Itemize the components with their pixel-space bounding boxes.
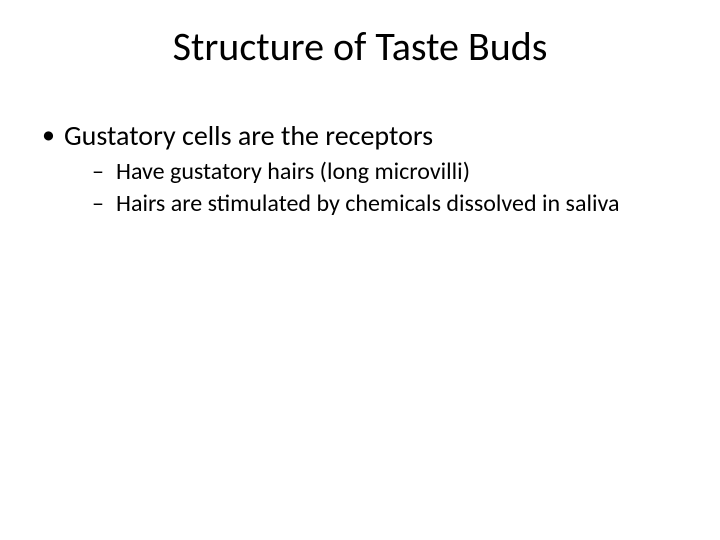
bullet-list-level2: Have gustatory hairs (long microvilli) H… xyxy=(64,157,682,219)
slide: Structure of Taste Buds Gustatory cells … xyxy=(0,0,720,540)
list-item-text: Have gustatory hairs (long microvilli) xyxy=(116,157,470,186)
list-item: Gustatory cells are the receptors Have g… xyxy=(38,118,682,219)
list-item-text: Gustatory cells are the receptors xyxy=(64,118,433,153)
bullet-list-level1: Gustatory cells are the receptors Have g… xyxy=(38,118,682,219)
list-item-text: Hairs are stimulated by chemicals dissol… xyxy=(116,189,619,218)
slide-title: Structure of Taste Buds xyxy=(0,22,720,71)
list-item: Hairs are stimulated by chemicals dissol… xyxy=(64,189,682,219)
list-item: Have gustatory hairs (long microvilli) xyxy=(64,157,682,187)
slide-body: Gustatory cells are the receptors Have g… xyxy=(38,118,682,225)
